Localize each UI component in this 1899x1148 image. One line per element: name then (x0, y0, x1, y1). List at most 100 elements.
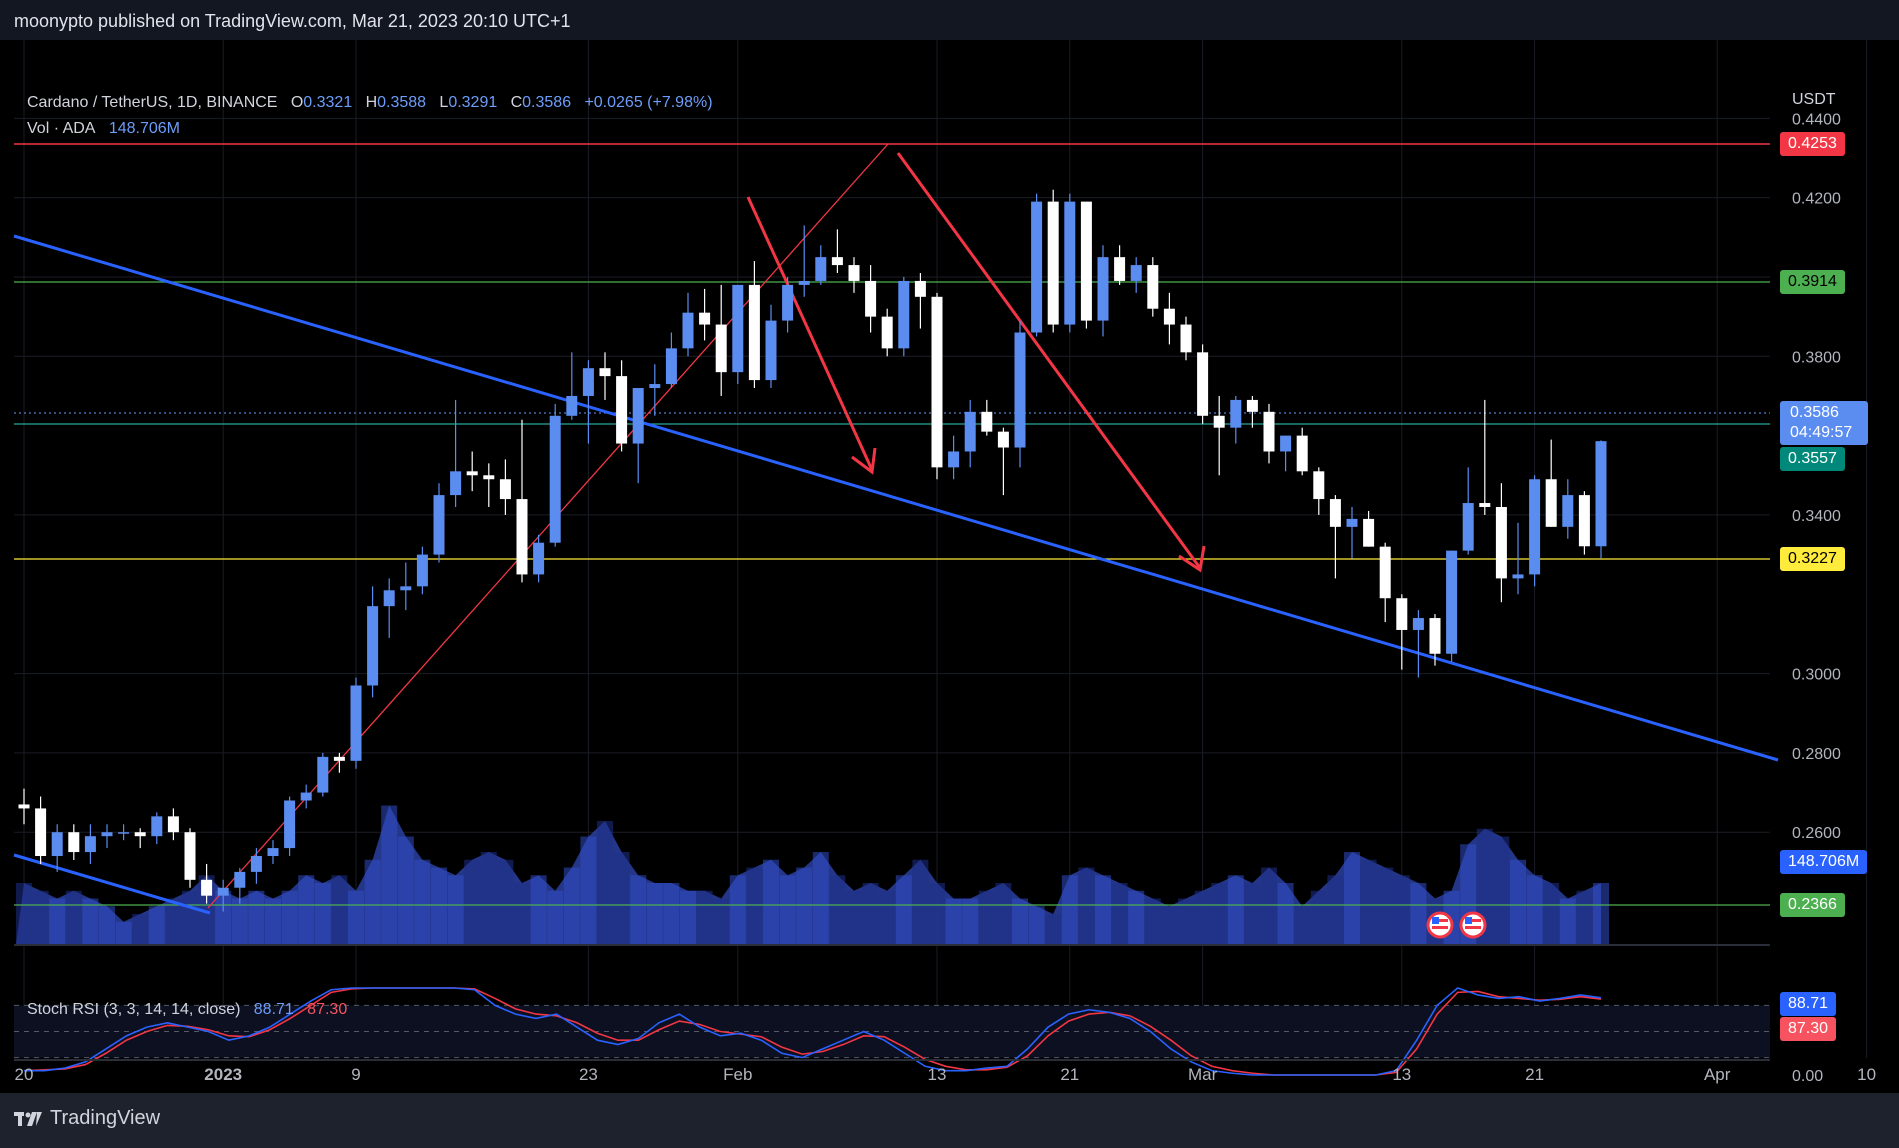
candle-series[interactable] (18, 189, 1607, 912)
candle-body (1230, 399, 1242, 428)
volume-bar (713, 898, 730, 945)
candle-body (284, 800, 296, 849)
candle-body (997, 431, 1009, 448)
candle-body (881, 316, 893, 349)
volume-tag: 148.706M (1780, 850, 1868, 874)
high-label: H (365, 94, 378, 111)
symbol-legend[interactable]: Cardano / TetherUS, 1D, BINANCE O0.3321 … (27, 94, 713, 112)
us-flag-icon[interactable] (1426, 911, 1454, 939)
close-value: 0.3586 (522, 94, 572, 111)
us-flag-icon[interactable] (1459, 911, 1487, 939)
volume-bar (165, 898, 182, 945)
stoch-axis-label: 0.00 (1792, 1068, 1823, 1085)
close-label: C (510, 94, 523, 111)
stoch-rsi-k-value: 88.71 (253, 1001, 294, 1018)
volume-bar (646, 883, 663, 945)
volume-bar (1393, 875, 1410, 945)
x-tick-label: 2023 (204, 1065, 242, 1084)
x-tick-label: Mar (1188, 1065, 1218, 1084)
candle-body (964, 411, 976, 452)
last-price-value: 0.3586 (1790, 404, 1839, 421)
candle-body (1180, 324, 1192, 353)
publisher-line: moonypto published on TradingView.com, M… (14, 11, 571, 31)
candle-body (1147, 265, 1159, 309)
candle-body (400, 586, 412, 591)
candle-body (18, 804, 30, 809)
candle-body (433, 495, 445, 555)
candle-body (898, 280, 910, 349)
volume-bar (281, 890, 298, 945)
candle-body (1114, 257, 1126, 281)
candle-body (765, 320, 777, 381)
chart-area[interactable]: 0.26000.28000.30000.34000.38000.40000.42… (0, 40, 1899, 1093)
stoch-d-tag: 87.30 (1780, 1017, 1837, 1041)
volume-bar (1111, 883, 1128, 945)
candle-body (682, 312, 694, 349)
candle-body (1213, 415, 1225, 428)
drawings[interactable] (13, 143, 1779, 915)
candle-body (1197, 352, 1209, 416)
volume-bar (729, 875, 746, 945)
x-tick-label: 9 (351, 1065, 360, 1084)
candle-body (831, 257, 843, 266)
volume-bar (348, 890, 364, 945)
stoch-rsi-pane[interactable] (14, 987, 1770, 1076)
candle-body (234, 871, 246, 888)
volume-bar (563, 867, 580, 945)
stoch-rsi-label: Stoch RSI (3, 3, 14, 14, close) (27, 1001, 241, 1018)
volume-bar (1211, 883, 1228, 945)
candle-body (267, 848, 279, 857)
candle-body (582, 368, 594, 396)
candle-body (101, 832, 113, 837)
descending-trendline[interactable] (13, 234, 1779, 762)
candle-body (599, 368, 611, 377)
axes: 0.26000.28000.30000.34000.38000.40000.42… (14, 111, 1876, 1085)
volume-bar (1294, 906, 1311, 945)
price-tag-green: 0.3914 (1780, 270, 1845, 294)
candle-body (549, 415, 561, 543)
y-tick-label: 0.3800 (1792, 349, 1841, 366)
lower-trendline[interactable] (13, 853, 211, 915)
volume-bar (613, 852, 630, 945)
volume-legend[interactable]: Vol · ADA 148.706M (27, 120, 180, 138)
volume-bar (248, 890, 265, 945)
volume-bar (497, 859, 514, 945)
tradingview-logo[interactable]: TradingView (14, 1107, 160, 1130)
chart-svg[interactable]: 0.26000.28000.30000.34000.38000.40000.42… (0, 40, 1899, 1093)
volume-bar (663, 883, 680, 945)
candle-body (732, 284, 744, 373)
candle-body (1296, 435, 1308, 472)
y-tick-label: 0.2600 (1792, 825, 1841, 842)
last-price-tag: 0.3586 04:49:57 (1780, 401, 1868, 445)
volume-bar (746, 867, 763, 945)
candle-body (798, 280, 810, 285)
volume-bar (447, 875, 464, 945)
volume-bar (49, 898, 66, 945)
volume-bar (1576, 890, 1593, 945)
symbol-name[interactable]: Cardano / TetherUS, 1D, BINANCE (27, 94, 278, 111)
down-arrow-2[interactable] (896, 152, 1206, 573)
candle-body (1379, 546, 1391, 599)
volume-bar (1194, 890, 1211, 945)
event-markers[interactable] (1426, 911, 1487, 939)
candle-body (466, 471, 478, 476)
candle-body (665, 348, 677, 385)
open-value: 0.3321 (303, 94, 353, 111)
candle-body (981, 411, 993, 432)
candle-body (1246, 399, 1258, 412)
candle-body (317, 756, 329, 793)
down-arrow-1[interactable] (746, 196, 877, 475)
candle-body (782, 284, 794, 321)
x-tick-label: Apr (1704, 1065, 1731, 1084)
candle-body (1479, 503, 1491, 508)
candle-body (84, 836, 96, 853)
candle-body (1280, 435, 1292, 452)
low-value: 0.3291 (448, 94, 498, 111)
candle-body (1047, 201, 1059, 325)
volume-bar (514, 883, 530, 945)
stoch-rsi-legend[interactable]: Stoch RSI (3, 3, 14, 14, close) 88.71 87… (27, 1001, 347, 1019)
volume-bar (132, 914, 149, 945)
volume-bar (1344, 852, 1360, 945)
volume-bar (1261, 867, 1277, 945)
volume-bar (480, 852, 497, 945)
